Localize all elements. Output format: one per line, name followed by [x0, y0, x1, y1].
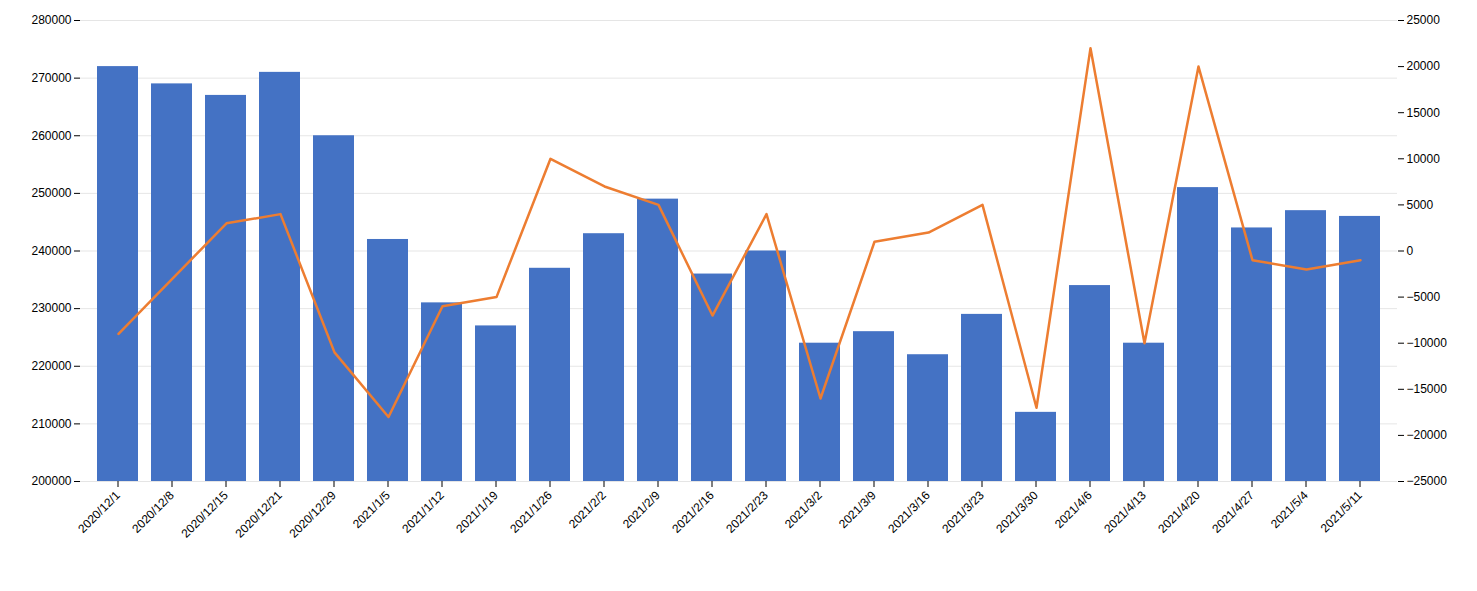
svg-text:2020/12/29: 2020/12/29 [286, 488, 339, 541]
svg-text:230000: 230000 [31, 301, 71, 315]
svg-text:2021/5/4: 2021/5/4 [1268, 488, 1311, 531]
svg-text:10000: 10000 [1407, 152, 1441, 166]
svg-text:280000: 280000 [31, 13, 71, 27]
svg-text:2021/1/26: 2021/1/26 [507, 488, 555, 536]
svg-text:2021/1/19: 2021/1/19 [453, 488, 501, 536]
svg-text:2021/1/12: 2021/1/12 [399, 488, 447, 536]
svg-text:20000: 20000 [1407, 59, 1441, 73]
svg-text:−25000: −25000 [1407, 474, 1448, 488]
svg-text:25000: 25000 [1407, 13, 1441, 27]
svg-text:2021/3/30: 2021/3/30 [993, 488, 1041, 536]
svg-text:2021/1/5: 2021/1/5 [350, 488, 393, 531]
svg-text:270000: 270000 [31, 71, 71, 85]
svg-text:250000: 250000 [31, 186, 71, 200]
svg-text:2020/12/15: 2020/12/15 [178, 488, 231, 541]
svg-text:2021/3/2: 2021/3/2 [782, 488, 825, 531]
svg-text:2021/4/6: 2021/4/6 [1052, 488, 1095, 531]
svg-text:200000: 200000 [31, 474, 71, 488]
svg-text:15000: 15000 [1407, 106, 1441, 120]
svg-text:−15000: −15000 [1407, 382, 1448, 396]
svg-text:−5000: −5000 [1407, 290, 1441, 304]
svg-text:2020/12/21: 2020/12/21 [232, 488, 285, 541]
svg-text:2021/2/23: 2021/2/23 [723, 488, 771, 536]
svg-text:2021/3/23: 2021/3/23 [939, 488, 987, 536]
svg-text:−20000: −20000 [1407, 428, 1448, 442]
svg-text:2021/4/27: 2021/4/27 [1209, 488, 1257, 536]
svg-text:2021/3/9: 2021/3/9 [836, 488, 879, 531]
svg-text:220000: 220000 [31, 359, 71, 373]
svg-text:260000: 260000 [31, 129, 71, 143]
svg-text:2021/2/2: 2021/2/2 [566, 488, 609, 531]
svg-text:2021/2/16: 2021/2/16 [669, 488, 717, 536]
svg-text:2021/4/20: 2021/4/20 [1155, 488, 1203, 536]
svg-text:5000: 5000 [1407, 198, 1434, 212]
svg-text:2021/3/16: 2021/3/16 [885, 488, 933, 536]
svg-text:240000: 240000 [31, 244, 71, 258]
svg-text:0: 0 [1407, 244, 1414, 258]
svg-text:210000: 210000 [31, 417, 71, 431]
svg-text:2021/4/13: 2021/4/13 [1101, 488, 1149, 536]
svg-text:2021/5/11: 2021/5/11 [1318, 488, 1365, 535]
svg-text:2020/12/8: 2020/12/8 [129, 488, 177, 536]
svg-text:2020/12/1: 2020/12/1 [75, 488, 123, 536]
svg-text:2021/2/9: 2021/2/9 [620, 488, 663, 531]
svg-text:−10000: −10000 [1407, 336, 1448, 350]
